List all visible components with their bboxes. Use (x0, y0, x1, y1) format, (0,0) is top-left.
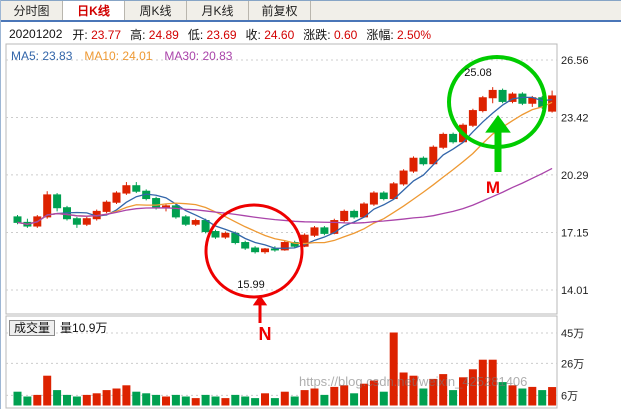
tab-monthly-kline[interactable]: 月K线 (187, 1, 249, 20)
open-value: 23.77 (91, 27, 122, 42)
open-field: 开: 23.77 (72, 26, 121, 43)
watermark: https://blog.csdn.net/weixin_425281406 (299, 374, 528, 389)
date-value: 20201202 (9, 27, 63, 41)
annotation-arrow-head (252, 295, 268, 306)
annotation-text: M (486, 178, 500, 197)
svg-text:14.01: 14.01 (561, 285, 589, 297)
high-field: 高: 24.89 (130, 26, 179, 43)
high-label: 高: (130, 27, 146, 42)
ma10-label: MA10: 24.01 (84, 49, 153, 63)
annotation-text: 15.99 (237, 279, 265, 291)
high-value: 24.89 (148, 27, 179, 42)
tab-time-sharing[interactable]: 分时图 (1, 1, 63, 20)
close-label: 收: (245, 27, 261, 42)
volume-bars (13, 332, 557, 406)
change-pct-label: 涨幅: (366, 27, 394, 42)
volume-amount: 量10.9万 (60, 321, 108, 335)
svg-text:20.29: 20.29 (561, 170, 589, 182)
price-gridlines (6, 59, 557, 291)
open-label: 开: (72, 27, 88, 42)
svg-text:17.15: 17.15 (561, 227, 589, 239)
ma30-label: MA30: 20.83 (164, 49, 233, 63)
candlesticks (13, 87, 557, 254)
svg-text:26.56: 26.56 (561, 55, 589, 67)
svg-text:6万: 6万 (561, 390, 578, 402)
change-pct-value: 2.50% (397, 27, 432, 42)
low-label: 低: (187, 27, 204, 42)
volume-axis-labels: 45万 26万 6万 (561, 328, 584, 402)
ma5-line (17, 96, 553, 249)
volume-legend: 成交量 量10.9万 (9, 319, 107, 336)
ohlc-info-bar: 20201202 开: 23.77 高: 24.89 低: 23.69 收: 2… (9, 26, 440, 42)
close-value: 24.60 (264, 27, 295, 42)
ma5-label: MA5: 23.83 (11, 49, 73, 63)
ma30-line (17, 167, 553, 225)
tab-bar: 分时图 日K线 周K线 月K线 前复权 (1, 0, 621, 22)
annotation-circle (204, 203, 304, 299)
annotation-text: N (259, 324, 272, 344)
change-pct-field: 涨幅: 2.50% (366, 26, 431, 43)
volume-type-button[interactable]: 成交量 (9, 319, 56, 336)
pane-borders (5, 43, 558, 409)
change-field: 涨跌: 0.60 (303, 26, 357, 43)
low-value: 23.69 (206, 27, 237, 42)
annotation-arrow-head (485, 115, 511, 133)
svg-text:26万: 26万 (561, 358, 584, 370)
tab-forward-adjusted[interactable]: 前复权 (249, 1, 311, 20)
ma-legend: MA5: 23.83 MA10: 24.01 MA30: 20.83 (11, 49, 232, 63)
price-axis-labels: 26.56 23.42 20.29 17.15 14.01 (561, 55, 589, 297)
close-field: 收: 24.60 (246, 26, 295, 43)
tab-weekly-kline[interactable]: 周K线 (125, 1, 187, 20)
annotations: 15.99 25.08 N M (204, 55, 547, 344)
change-label: 涨跌: (303, 27, 331, 42)
tab-daily-kline[interactable]: 日K线 (63, 1, 125, 20)
low-field: 低: 23.69 (188, 26, 237, 43)
change-value: 0.60 (333, 27, 358, 42)
svg-text:23.42: 23.42 (561, 113, 589, 125)
svg-text:45万: 45万 (561, 328, 584, 340)
annotation-text: 25.08 (464, 67, 492, 79)
